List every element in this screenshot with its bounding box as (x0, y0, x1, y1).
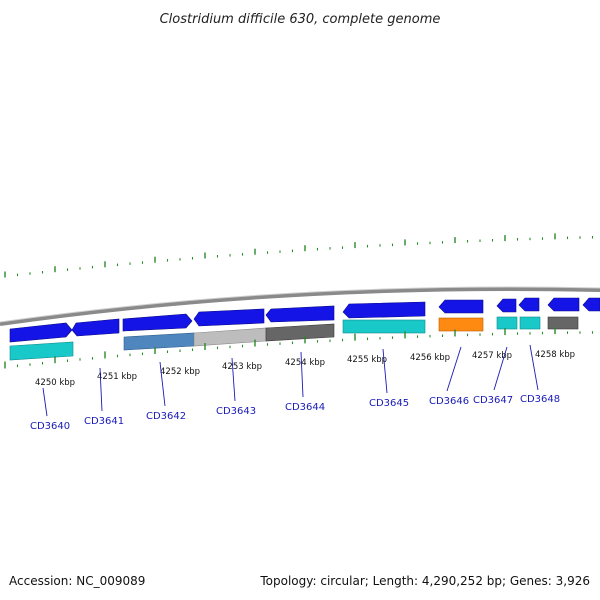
gene-arrow[interactable] (582, 297, 600, 312)
category-box-cd3646 (438, 317, 484, 332)
gene-arrow[interactable] (518, 297, 540, 312)
scale-label: 4255 kbp (347, 355, 387, 365)
gene-arrow[interactable] (265, 305, 335, 323)
scale-label: 4250 kbp (35, 378, 75, 388)
scale-label: 4254 kbp (285, 358, 325, 368)
accession-text: Accession: NC_009089 (9, 574, 145, 588)
gene-labels: CD3640 CD3641 CD3642 CD3643 CD3644 CD364… (30, 394, 560, 432)
scale-label: 4252 kbp (160, 367, 200, 377)
gene-arrow[interactable] (438, 299, 484, 314)
gene-label[interactable]: CD3646 (429, 396, 469, 407)
scale-label: 4258 kbp (535, 350, 575, 360)
gene-label[interactable]: CD3648 (520, 394, 560, 405)
forward-genes (9, 297, 600, 343)
scale-label: 4251 kbp (97, 372, 137, 382)
category-box-cd3642 (123, 332, 195, 351)
gene-arrow[interactable] (9, 322, 73, 343)
category-box-cd3645 (342, 319, 426, 334)
category-box-cd3647 (496, 316, 518, 330)
gene-arrow[interactable] (547, 297, 580, 312)
category-box-cd3644 (265, 323, 335, 342)
gene-label[interactable]: CD3647 (473, 395, 513, 406)
genome-backbone (0, 286, 600, 326)
gene-label[interactable]: CD3641 (84, 416, 124, 427)
gene-arrow[interactable] (71, 318, 120, 337)
gene-arrow[interactable] (342, 301, 426, 319)
outer-tick-marks (4, 233, 594, 278)
scale-labels: 4250 kbp 4251 kbp 4252 kbp 4253 kbp 4254… (35, 350, 575, 388)
gene-label[interactable]: CD3645 (369, 398, 409, 409)
scale-label: 4256 kbp (410, 353, 450, 363)
gene-category-boxes (9, 316, 579, 361)
scale-label: 4257 kbp (472, 351, 512, 361)
gene-arrow[interactable] (122, 313, 193, 332)
map-title: Clostridium difficile 630, complete geno… (160, 12, 441, 27)
category-box-cd3640 (9, 341, 74, 361)
gene-label[interactable]: CD3644 (285, 402, 325, 413)
scale-tick-marks (4, 327, 594, 369)
gene-label[interactable]: CD3643 (216, 406, 256, 417)
topology-text: Topology: circular; Length: 4,290,252 bp… (259, 574, 590, 588)
category-box-cd3648 (519, 316, 541, 330)
gene-label[interactable]: CD3642 (146, 411, 186, 422)
category-box-next (547, 316, 579, 330)
gene-label[interactable]: CD3640 (30, 421, 70, 432)
scale-label: 4253 kbp (222, 362, 262, 372)
gene-arrow[interactable] (496, 298, 517, 313)
gene-arrow[interactable] (193, 308, 265, 327)
gene-leader-lines (42, 344, 539, 417)
